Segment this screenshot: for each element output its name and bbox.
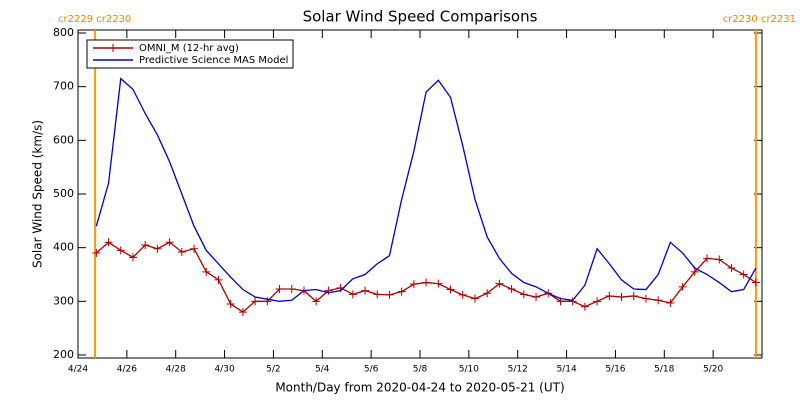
point-marker <box>641 294 650 303</box>
point-marker <box>397 287 406 296</box>
point-marker <box>153 244 162 253</box>
point-marker <box>654 296 663 305</box>
y-tick-label: 500 <box>53 187 74 200</box>
point-marker <box>495 279 504 288</box>
x-tick-label: 4/24 <box>68 365 88 375</box>
annotation: cr2230 cr2231 <box>723 14 796 25</box>
point-marker <box>703 254 712 263</box>
annotation: cr2229 cr2230 <box>58 14 131 25</box>
y-tick-label: 200 <box>53 348 74 361</box>
plot-frame <box>77 29 763 359</box>
point-marker <box>727 264 736 273</box>
point-marker <box>568 297 577 306</box>
x-tick-label: 5/14 <box>556 365 576 375</box>
x-tick-label: 5/8 <box>413 365 428 375</box>
x-tick-label: 5/12 <box>508 365 528 375</box>
x-tick-label: 4/30 <box>214 365 234 375</box>
chart-title: Solar Wind Speed Comparisons <box>303 8 538 26</box>
point-marker <box>214 275 223 284</box>
point-marker <box>483 289 492 298</box>
point-marker <box>617 293 626 302</box>
point-marker <box>678 282 687 291</box>
point-marker <box>116 246 125 255</box>
x-tick-label: 4/26 <box>117 365 137 375</box>
x-tick-label: 5/2 <box>266 365 280 375</box>
point-marker <box>434 279 443 288</box>
y-tick-label: 600 <box>53 133 74 146</box>
point-marker <box>739 270 748 279</box>
y-tick-label: 300 <box>53 294 74 307</box>
point-marker <box>128 253 137 262</box>
series-line <box>95 77 757 302</box>
point-marker <box>593 297 602 306</box>
point-marker <box>275 284 284 293</box>
legend-box <box>86 39 294 69</box>
point-marker <box>409 280 418 289</box>
y-tick-label: 800 <box>53 26 74 39</box>
point-marker <box>605 291 614 300</box>
x-tick-label: 5/16 <box>605 365 625 375</box>
legend-label: OMNI_M (12-hr avg) <box>139 43 239 54</box>
point-marker <box>751 278 760 287</box>
point-marker <box>226 300 235 309</box>
x-axis-label: Month/Day from 2020-04-24 to 2020-05-21 … <box>275 381 564 395</box>
point-marker <box>666 298 675 307</box>
point-marker <box>165 238 174 247</box>
legend-label: Predictive Science MAS Model <box>139 55 288 66</box>
y-tick-label: 700 <box>53 80 74 93</box>
point-marker <box>104 238 113 247</box>
point-marker <box>532 293 541 302</box>
point-marker <box>507 284 516 293</box>
point-marker <box>92 249 101 258</box>
point-marker <box>422 278 431 287</box>
point-marker <box>251 297 260 306</box>
point-marker <box>312 297 321 306</box>
y-tick-label: 400 <box>53 241 74 254</box>
point-marker <box>519 290 528 299</box>
point-marker <box>177 247 186 256</box>
x-tick-label: 5/6 <box>364 365 379 375</box>
point-marker <box>629 291 638 300</box>
point-marker <box>190 244 199 253</box>
point-marker <box>238 308 247 317</box>
point-marker <box>580 302 589 311</box>
point-marker <box>690 267 699 276</box>
point-marker <box>373 290 382 299</box>
point-marker <box>385 290 394 299</box>
x-tick-label: 4/28 <box>166 365 186 375</box>
y-axis-label: Solar Wind Speed (km/s) <box>31 120 45 268</box>
point-marker <box>458 290 467 299</box>
point-marker <box>287 284 296 293</box>
point-marker <box>361 286 370 295</box>
series-line <box>95 241 757 313</box>
point-marker <box>470 294 479 303</box>
legend-marker <box>109 44 117 52</box>
point-marker <box>141 240 150 249</box>
point-marker <box>348 290 357 299</box>
x-tick-label: 5/4 <box>315 365 330 375</box>
x-tick-label: 5/18 <box>654 365 674 375</box>
x-tick-label: 5/10 <box>459 365 479 375</box>
legend: OMNI_M (12-hr avg)Predictive Science MAS… <box>86 39 294 69</box>
point-marker <box>202 267 211 276</box>
point-marker <box>715 255 724 264</box>
x-tick-label: 5/20 <box>703 365 723 375</box>
point-marker <box>446 285 455 294</box>
